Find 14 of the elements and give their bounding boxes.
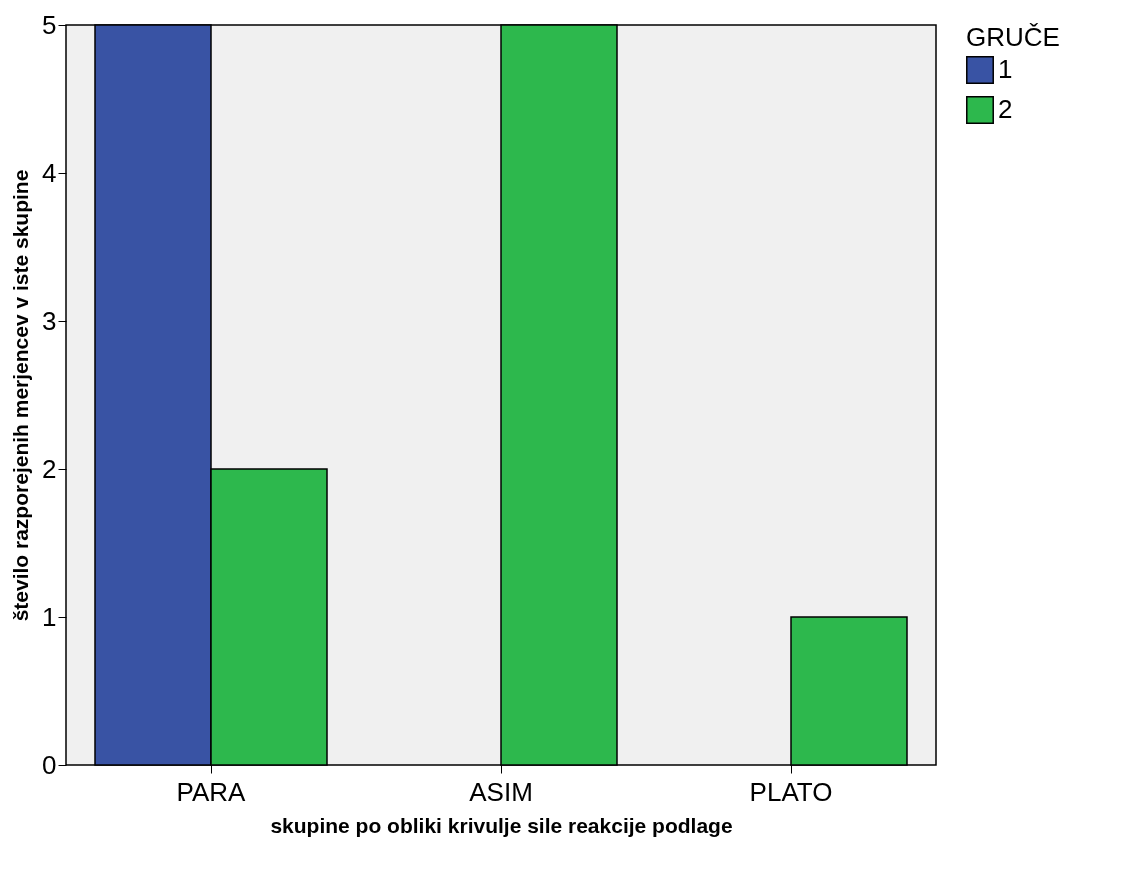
y-tick-label: 1	[42, 601, 57, 632]
y-tick-label: 4	[42, 157, 57, 188]
legend-title: GRUČE	[966, 22, 1060, 52]
y-axis-title: število razporejenih merjencev v iste skupine	[9, 169, 33, 622]
x-tick-label: PLATO	[749, 776, 833, 807]
y-tick-label: 0	[42, 749, 57, 780]
x-tick-label: ASIM	[469, 776, 533, 807]
x-tick-label: PARA	[176, 776, 247, 807]
y-tick-label: 5	[42, 9, 57, 40]
legend-label: 2	[998, 94, 1013, 124]
legend-label: 1	[998, 54, 1013, 84]
y-tick-label: 3	[42, 305, 57, 336]
x-axis-title: skupine po obliki krivulje sile reakcije podlage	[270, 813, 733, 837]
y-tick-label: 2	[42, 453, 57, 484]
